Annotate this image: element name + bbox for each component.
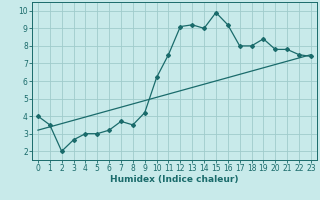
X-axis label: Humidex (Indice chaleur): Humidex (Indice chaleur) bbox=[110, 175, 239, 184]
